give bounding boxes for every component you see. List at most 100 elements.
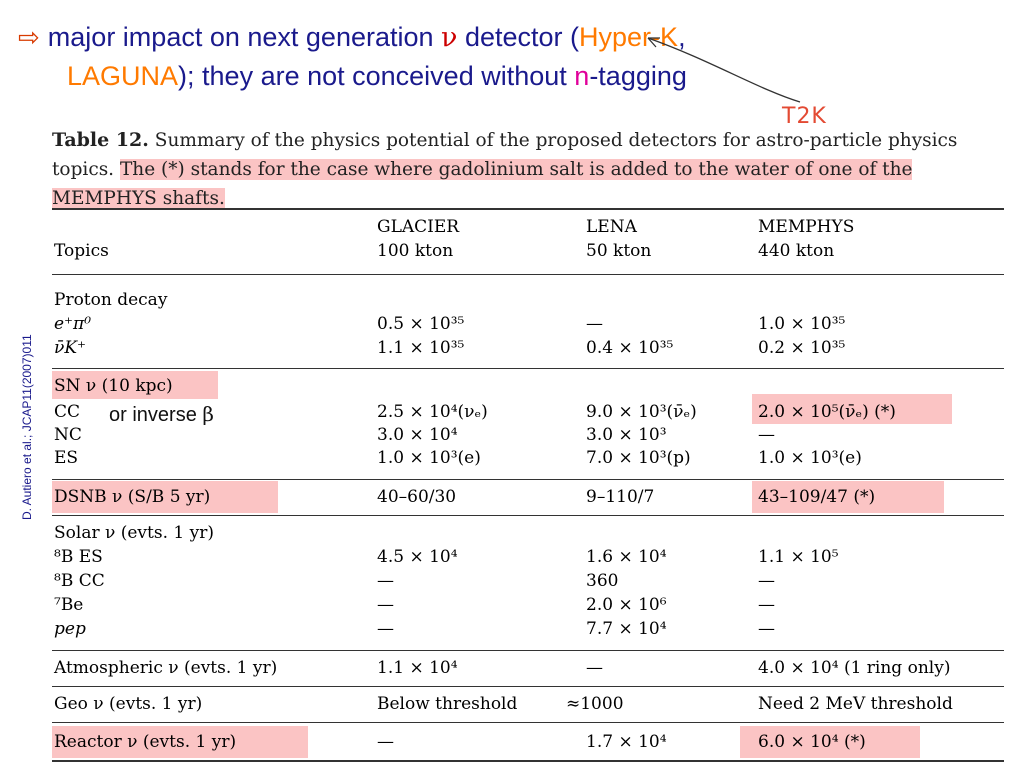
highlight-dsnb: [52, 481, 278, 513]
highlight-reactor-memphys: [740, 726, 920, 758]
neutron-n: n: [574, 61, 590, 91]
table-cell: 4.5 × 10⁴: [377, 547, 458, 567]
table-cell: —: [586, 658, 603, 678]
table-cell: 2.0 × 10⁶: [586, 595, 667, 615]
rule: [52, 368, 1004, 369]
table-cell: 9–110/7: [586, 487, 655, 507]
table-cell: 43–109/47 (*): [758, 487, 876, 507]
table-caption: Table 12. Summary of the physics potenti…: [52, 126, 1012, 213]
table-cell: 3.0 × 10⁴: [377, 425, 458, 445]
rule: [52, 479, 1004, 480]
table-cell: ≈1000: [566, 694, 624, 714]
table-cell: ⁸B ES: [54, 547, 103, 567]
arrow-right-icon: ⇨: [18, 22, 40, 52]
table-cell: 7.0 × 10³(p): [586, 448, 691, 468]
table-cell: DSNB ν (S/B 5 yr): [54, 487, 211, 507]
highlight-sn: [52, 371, 218, 399]
col-header-memphys-mass: 440 kton: [758, 241, 835, 261]
highlight-dsnb-memphys: [752, 481, 944, 513]
table-cell: ES: [54, 448, 79, 468]
col-header-lena: LENA: [586, 217, 637, 237]
table-cell: 1.0 × 10³⁵: [758, 314, 846, 334]
header-line-2: LAGUNA); they are not conceived without …: [18, 57, 1018, 95]
table-cell: 0.5 × 10³⁵: [377, 314, 465, 334]
caption-part-2-highlight: The (*) stands for the case where gadoli…: [52, 159, 913, 209]
col-header-glacier-mass: 100 kton: [377, 241, 454, 261]
table-cell: pep: [54, 619, 86, 639]
header-text: ); they are not conceived without: [178, 61, 567, 91]
header-line-1: ⇨ major impact on next generation ν detec…: [18, 18, 1018, 57]
table-cell: ⁷Be: [54, 595, 84, 615]
table-cell: 1.7 × 10⁴: [586, 732, 667, 752]
header-comma: ,: [678, 22, 686, 52]
table-cell: —: [586, 314, 603, 334]
table-cell: 2.0 × 10⁵(ν̄ₑ) (*): [758, 402, 896, 422]
slide-header: ⇨ major impact on next generation ν detec…: [18, 18, 1018, 95]
table-cell: 9.0 × 10³(ν̄ₑ): [586, 402, 697, 422]
col-header-memphys: MEMPHYS: [758, 217, 855, 237]
highlight-sn-cc-memphys: [752, 394, 952, 424]
rule: [52, 650, 1004, 651]
table-cell: Need 2 MeV threshold: [758, 694, 953, 714]
annotation-arrow-icon: [647, 37, 801, 103]
table-cell: —: [377, 732, 394, 752]
table-cell: 0.4 × 10³⁵: [586, 338, 674, 358]
rule: [52, 722, 1004, 723]
beta-symbol: β: [202, 402, 214, 426]
table-cell: —: [758, 595, 775, 615]
row-title-solar: Solar ν (evts. 1 yr): [54, 523, 214, 543]
caption-label: Table 12.: [52, 129, 149, 151]
table-cell: 360: [586, 571, 619, 591]
row-title-proton: Proton decay: [54, 290, 168, 310]
inverse-note-text: or inverse: [109, 404, 197, 426]
rule-bottom: [52, 760, 1004, 762]
nu-symbol: ν: [441, 22, 458, 53]
table-cell: —: [377, 595, 394, 615]
rule: [52, 274, 1004, 275]
table-cell: 1.1 × 10⁴: [377, 658, 458, 678]
header-text: -tagging: [589, 61, 687, 91]
header-text: detector (: [464, 22, 580, 52]
table-cell: —: [377, 619, 394, 639]
side-citation: D. Autiero et al.; JCAP11(2007)011: [20, 334, 34, 520]
laguna-label: LAGUNA: [67, 61, 179, 91]
rule: [52, 515, 1004, 516]
table-cell: 1.0 × 10³(e): [377, 448, 481, 468]
table-cell: —: [758, 425, 775, 445]
table-cell: 1.1 × 10³⁵: [377, 338, 465, 358]
table-cell: 6.0 × 10⁴ (*): [758, 732, 866, 752]
col-header-lena-mass: 50 kton: [586, 241, 652, 261]
rule: [52, 686, 1004, 687]
table-cell: Atmospheric ν (evts. 1 yr): [54, 658, 278, 678]
table-cell: —: [758, 619, 775, 639]
table-cell: 40–60/30: [377, 487, 457, 507]
table-cell: ⁸B CC: [54, 571, 105, 591]
col-header-glacier: GLACIER: [377, 217, 460, 237]
header-text: major impact on next generation: [47, 22, 434, 52]
table-cell: Geo ν (evts. 1 yr): [54, 694, 203, 714]
table-cell: Reactor ν (evts. 1 yr): [54, 732, 237, 752]
hyperk-label: Hyper-K: [579, 22, 679, 52]
table-cell: ν̄K⁺: [54, 338, 87, 358]
inverse-beta-note: or inverse β: [106, 402, 217, 427]
rule-top: [52, 208, 1004, 210]
table-cell: 1.1 × 10⁵: [758, 547, 839, 567]
t2k-annotation: T2K: [782, 104, 827, 129]
highlight-reactor: [52, 726, 308, 758]
table-cell: 0.2 × 10³⁵: [758, 338, 846, 358]
row-title-sn: SN ν (10 kpc): [54, 376, 173, 396]
caption-part-1: Summary of the physics potential of the …: [52, 130, 958, 180]
table-cell: 1.0 × 10³(e): [758, 448, 862, 468]
col-header-topics: Topics: [54, 241, 109, 261]
table-cell: —: [758, 571, 775, 591]
table-cell: e⁺π⁰: [54, 314, 92, 334]
table-cell: Below threshold: [377, 694, 518, 714]
table-cell: CC: [54, 402, 81, 422]
table-cell: NC: [54, 425, 82, 445]
table-cell: —: [377, 571, 394, 591]
table-cell: 4.0 × 10⁴ (1 ring only): [758, 658, 951, 678]
table-cell: 3.0 × 10³: [586, 425, 667, 445]
table-cell: 7.7 × 10⁴: [586, 619, 667, 639]
table-cell: 2.5 × 10⁴(νₑ): [377, 402, 488, 422]
table-cell: 1.6 × 10⁴: [586, 547, 667, 567]
